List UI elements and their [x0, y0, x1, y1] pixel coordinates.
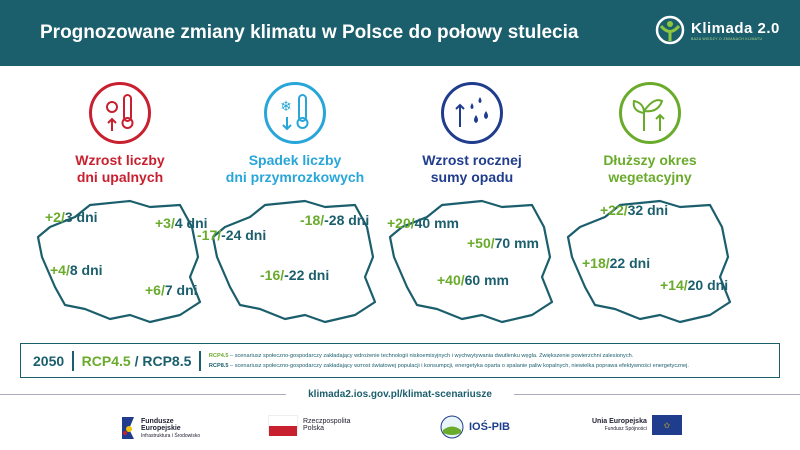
klimada-logo[interactable]: Klimada 2.0 BAZA WIEDZY O ZMIANACH KLIMAT…: [655, 15, 780, 45]
poland-outline: [388, 199, 554, 324]
poland-map: +22/32 dni +18/22 dni +14/20 dni: [560, 197, 740, 337]
sponsor-logos: Fundusze Europejskie Infrastruktura i Środ…: [0, 415, 800, 445]
column-frost-days: ❄ Spadek liczby dni przymrozkowych -18/-2…: [197, 82, 385, 324]
logo-name: Klimada 2.0: [691, 19, 780, 37]
legend-year: 2050: [33, 352, 65, 369]
column-title: Spadek liczby dni przymrozkowych: [225, 152, 365, 185]
thermometer-snow-icon: ❄: [264, 82, 326, 144]
ios-logo-icon: [440, 415, 464, 439]
note-rcp45: RCP4.5 – scenariusz społeczno-gospodarcz…: [208, 352, 634, 359]
note-rcp85: RCP8.5 – scenariusz społeczno-gospodarcz…: [208, 362, 689, 369]
source-link[interactable]: klimada2.ios.gov.pl/klimat-scenariusze: [308, 389, 492, 400]
region-value: +6/7 dni: [145, 282, 198, 298]
divider: [72, 350, 74, 371]
url-row: klimada2.ios.gov.pl/klimat-scenariusze: [0, 389, 800, 400]
ios-pib-logo: IOŚ-PIB: [440, 415, 510, 439]
klimada-logo-icon: [655, 15, 685, 45]
svg-text:❄: ❄: [280, 98, 292, 114]
rzeczpospolita-logo: Rzeczpospolita Polska: [268, 415, 350, 436]
fundusze-europejskie-logo: Fundusze Europejskie Infrastruktura i Środ…: [120, 415, 200, 441]
poland-outline: [566, 199, 732, 324]
poland-map: -18/-28 dni -17/-24 dni -16/-22 dni: [197, 197, 385, 337]
column-precipitation: Wzrost rocznej sumy opadu +20/40 mm +50/70…: [382, 82, 562, 324]
region-value: +4/8 dni: [50, 262, 103, 278]
region-value: +50/70 mm: [467, 235, 539, 251]
region-value: +22/32 dni: [600, 202, 669, 218]
rain-icon: [441, 82, 503, 144]
region-value: -18/-28 dni: [300, 212, 370, 228]
plant-icon: [619, 82, 681, 144]
region-value: +3/4 dni: [155, 215, 208, 231]
eu-flag-icon: ✩: [651, 415, 682, 435]
thermometer-sun-icon: [89, 82, 151, 144]
column-title: Wzrost rocznej sumy opadu: [422, 152, 522, 185]
scenario-legend: 2050 RCP4.5 / RCP8.5 RCP4.5 – scenariusz…: [20, 343, 780, 378]
region-value: -16/-22 dni: [260, 267, 330, 283]
rcp85-label: RCP8.5: [142, 352, 192, 369]
divider: [199, 350, 201, 371]
poland-map: +2/3 dni +3/4 dni +4/8 dni +6/7 dni: [30, 197, 210, 337]
column-title: Wzrost liczby dni upalnych: [75, 152, 165, 185]
region-value: +20/40 mm: [387, 215, 459, 231]
rcp45-label: RCP4.5: [81, 352, 131, 369]
column-vegetation: Dłuższy okres wegetacyjny +22/32 dni +18/2…: [560, 82, 740, 324]
fe-flag-icon: [122, 417, 134, 439]
region-value: +2/3 dni: [45, 209, 98, 225]
page-title: Prognozowane zmiany klimatu w Polsce do …: [40, 22, 579, 43]
logo-subtitle: BAZA WIEDZY O ZMIANACH KLIMATU: [691, 36, 763, 41]
poland-map: +20/40 mm +50/70 mm +40/60 mm: [382, 197, 562, 337]
region-value: -17/-24 dni: [197, 227, 267, 243]
column-hot-days: Wzrost liczby dni upalnych +2/3 dni +3/4 d…: [30, 82, 210, 324]
slash: /: [130, 352, 143, 369]
region-value: +14/20 dni: [660, 277, 729, 293]
header: Prognozowane zmiany klimatu w Polsce do …: [0, 0, 800, 66]
region-value: +40/60 mm: [437, 272, 509, 288]
poland-outline: [36, 199, 202, 324]
poland-outline: [211, 199, 377, 324]
region-value: +18/22 dni: [582, 255, 651, 271]
column-title: Dłuższy okres wegetacyjny: [603, 152, 697, 185]
eu-logo: Unia Europejska Fundusz Spójności ✩: [592, 415, 682, 435]
